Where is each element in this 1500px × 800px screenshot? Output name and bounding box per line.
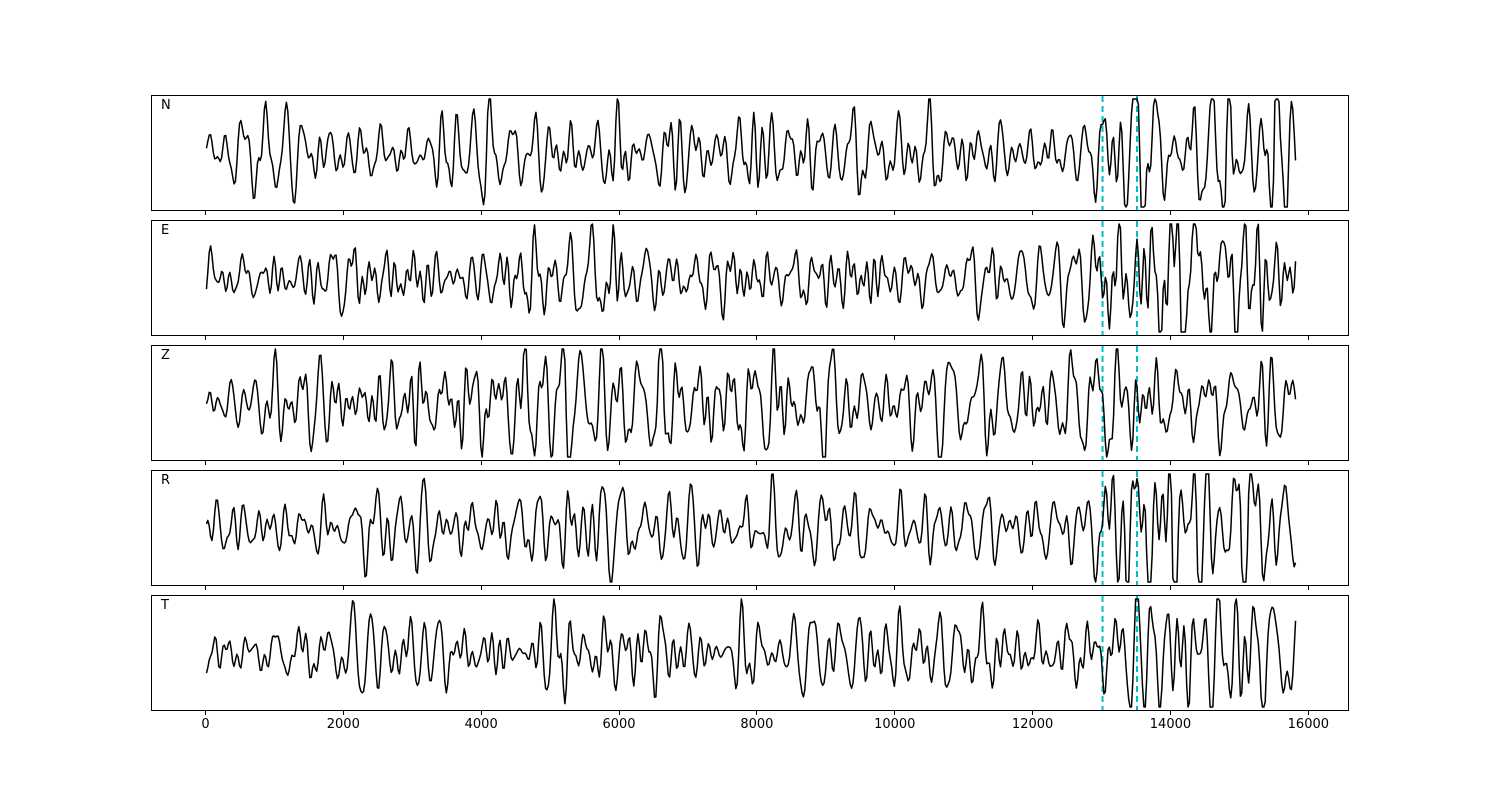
x-tick-mark	[1307, 586, 1309, 590]
waveform-plot	[205, 346, 1297, 460]
x-tick-mark	[204, 211, 206, 215]
x-tick-mark	[204, 586, 206, 590]
x-tick-mark	[204, 711, 206, 715]
x-tick-label: 12000	[1011, 717, 1054, 732]
x-tick-mark	[1032, 211, 1034, 215]
waveform-trace-N	[205, 98, 1297, 208]
x-tick-mark	[204, 336, 206, 340]
panel-label: Z	[161, 348, 170, 363]
x-tick-mark	[756, 211, 758, 215]
panel-label: N	[161, 98, 171, 113]
waveform-trace-Z	[205, 348, 1297, 458]
x-tick-label: 4000	[464, 717, 498, 732]
waveform-plot	[205, 221, 1297, 335]
panel-label: R	[161, 473, 171, 488]
x-tick-mark	[342, 586, 344, 590]
x-tick-mark	[756, 461, 758, 465]
seismogram-panel-E: E	[151, 220, 1349, 336]
x-tick-mark	[1169, 586, 1171, 590]
x-tick-mark	[480, 461, 482, 465]
x-tick-mark	[1307, 711, 1309, 715]
x-tick-mark	[1307, 211, 1309, 215]
x-tick-mark	[1307, 336, 1309, 340]
seismogram-panel-T: T	[151, 595, 1349, 711]
seismogram-panel-R: R	[151, 470, 1349, 586]
x-tick-mark	[342, 461, 344, 465]
x-tick-mark	[342, 711, 344, 715]
panel-label: E	[161, 223, 170, 238]
x-tick-mark	[342, 211, 344, 215]
x-tick-mark	[1032, 586, 1034, 590]
x-tick-mark	[1032, 336, 1034, 340]
x-tick-mark	[894, 586, 896, 590]
x-tick-mark	[618, 586, 620, 590]
x-tick-mark	[1032, 461, 1034, 465]
x-tick-mark	[618, 336, 620, 340]
x-tick-label: 8000	[740, 717, 774, 732]
waveform-plot	[205, 96, 1297, 210]
x-tick-label: 16000	[1287, 717, 1330, 732]
x-tick-label: 10000	[874, 717, 916, 732]
seismogram-panel-Z: Z	[151, 345, 1349, 461]
seismogram-panel-N: N	[151, 95, 1349, 211]
x-tick-label: 2000	[326, 717, 360, 732]
x-tick-mark	[756, 336, 758, 340]
x-tick-mark	[894, 211, 896, 215]
x-tick-mark	[1169, 336, 1171, 340]
x-tick-mark	[1307, 461, 1309, 465]
waveform-trace-R	[205, 473, 1297, 583]
x-tick-mark	[618, 211, 620, 215]
x-tick-mark	[480, 711, 482, 715]
x-tick-mark	[204, 461, 206, 465]
x-tick-mark	[894, 711, 896, 715]
x-tick-mark	[618, 461, 620, 465]
x-tick-mark	[480, 211, 482, 215]
x-tick-mark	[1169, 711, 1171, 715]
panel-label: T	[161, 598, 169, 613]
x-tick-label: 0	[201, 717, 210, 732]
x-tick-mark	[894, 336, 896, 340]
x-tick-mark	[618, 711, 620, 715]
x-tick-label: 14000	[1149, 717, 1192, 732]
x-tick-mark	[1169, 461, 1171, 465]
x-tick-mark	[756, 711, 758, 715]
waveform-plot	[205, 471, 1297, 585]
x-tick-mark	[480, 336, 482, 340]
x-tick-mark	[756, 586, 758, 590]
waveform-trace-E	[205, 223, 1297, 333]
x-tick-mark	[480, 586, 482, 590]
x-tick-mark	[342, 336, 344, 340]
x-tick-mark	[1032, 711, 1034, 715]
waveform-trace-T	[205, 598, 1297, 708]
waveform-plot	[205, 596, 1297, 710]
x-tick-mark	[894, 461, 896, 465]
x-tick-mark	[1169, 211, 1171, 215]
x-tick-label: 6000	[602, 717, 636, 732]
